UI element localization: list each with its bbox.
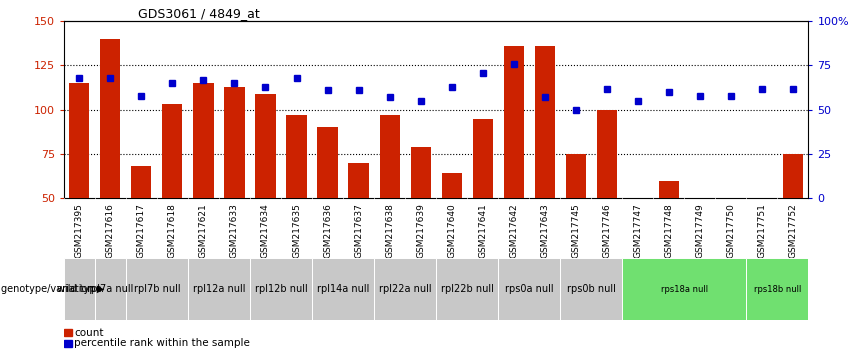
Bar bbox=[498, 258, 560, 320]
Bar bbox=[193, 83, 214, 287]
Text: GSM217395: GSM217395 bbox=[75, 203, 84, 258]
Bar bbox=[628, 234, 648, 287]
Text: rpl12b null: rpl12b null bbox=[254, 284, 307, 295]
Text: genotype/variation ▶: genotype/variation ▶ bbox=[1, 284, 104, 293]
Text: GSM217749: GSM217749 bbox=[695, 203, 705, 258]
Bar bbox=[255, 94, 276, 287]
Bar bbox=[131, 166, 151, 287]
Text: GSM217640: GSM217640 bbox=[447, 203, 456, 258]
Text: wild type: wild type bbox=[57, 284, 101, 295]
Text: GSM217745: GSM217745 bbox=[571, 203, 580, 258]
Text: GSM217752: GSM217752 bbox=[788, 203, 797, 258]
Bar bbox=[317, 127, 338, 287]
Text: GSM217637: GSM217637 bbox=[354, 203, 363, 258]
Bar bbox=[163, 104, 182, 287]
Bar bbox=[94, 258, 126, 320]
Text: GSM217746: GSM217746 bbox=[603, 203, 611, 258]
Text: GSM217641: GSM217641 bbox=[478, 203, 487, 258]
Bar bbox=[349, 163, 368, 287]
Text: GSM217750: GSM217750 bbox=[727, 203, 735, 258]
Text: GSM217642: GSM217642 bbox=[509, 203, 518, 258]
Bar bbox=[442, 173, 462, 287]
Bar bbox=[659, 181, 679, 287]
Text: GSM217636: GSM217636 bbox=[323, 203, 332, 258]
Text: GSM217634: GSM217634 bbox=[261, 203, 270, 258]
Bar bbox=[64, 329, 72, 336]
Bar bbox=[746, 258, 808, 320]
Text: percentile rank within the sample: percentile rank within the sample bbox=[74, 338, 250, 348]
Text: GSM217643: GSM217643 bbox=[540, 203, 549, 258]
Text: rpl22a null: rpl22a null bbox=[379, 284, 431, 295]
Bar bbox=[721, 255, 741, 287]
Text: rps0a null: rps0a null bbox=[505, 284, 553, 295]
Text: rpl14a null: rpl14a null bbox=[317, 284, 369, 295]
Text: GDS3061 / 4849_at: GDS3061 / 4849_at bbox=[138, 7, 260, 20]
Bar bbox=[436, 258, 498, 320]
Bar bbox=[100, 39, 121, 287]
Bar bbox=[534, 46, 555, 287]
Bar bbox=[287, 115, 306, 287]
Text: GSM217751: GSM217751 bbox=[757, 203, 767, 258]
Bar bbox=[566, 154, 585, 287]
Text: GSM217621: GSM217621 bbox=[199, 203, 208, 258]
Bar bbox=[597, 110, 617, 287]
Bar bbox=[374, 258, 436, 320]
Bar bbox=[126, 258, 188, 320]
Bar bbox=[250, 258, 312, 320]
Text: GSM217633: GSM217633 bbox=[230, 203, 239, 258]
Bar bbox=[472, 119, 493, 287]
Bar bbox=[690, 234, 710, 287]
Text: GSM217747: GSM217747 bbox=[633, 203, 643, 258]
Bar bbox=[225, 87, 244, 287]
Bar bbox=[410, 147, 431, 287]
Bar bbox=[504, 46, 523, 287]
Bar bbox=[188, 258, 250, 320]
Text: rpl12a null: rpl12a null bbox=[192, 284, 245, 295]
Bar bbox=[783, 154, 803, 287]
Text: GSM217748: GSM217748 bbox=[665, 203, 673, 258]
Text: rps18b null: rps18b null bbox=[754, 285, 801, 294]
Bar bbox=[312, 258, 374, 320]
Bar bbox=[560, 258, 622, 320]
Text: rpl7b null: rpl7b null bbox=[134, 284, 180, 295]
Text: GSM217616: GSM217616 bbox=[106, 203, 115, 258]
Text: GSM217617: GSM217617 bbox=[137, 203, 146, 258]
Bar bbox=[622, 258, 746, 320]
Text: count: count bbox=[74, 328, 104, 338]
Text: GSM217638: GSM217638 bbox=[386, 203, 394, 258]
Bar bbox=[69, 83, 89, 287]
Bar bbox=[751, 278, 772, 287]
Text: GSM217618: GSM217618 bbox=[168, 203, 177, 258]
Text: GSM217639: GSM217639 bbox=[416, 203, 426, 258]
Bar bbox=[64, 340, 72, 347]
Text: rps0b null: rps0b null bbox=[567, 284, 616, 295]
Bar bbox=[64, 258, 94, 320]
Bar bbox=[380, 115, 400, 287]
Text: rpl22b null: rpl22b null bbox=[441, 284, 494, 295]
Text: rps18a null: rps18a null bbox=[660, 285, 708, 294]
Text: GSM217635: GSM217635 bbox=[292, 203, 301, 258]
Text: rpl7a null: rpl7a null bbox=[87, 284, 134, 295]
